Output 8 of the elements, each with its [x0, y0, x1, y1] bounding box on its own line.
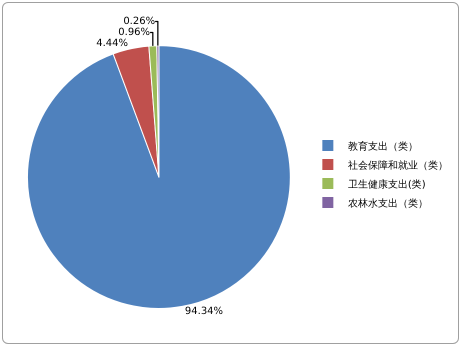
data-label: 0.26%: [123, 16, 156, 27]
data-label: 0.96%: [118, 26, 150, 38]
legend-label: 教育支出（类）: [348, 140, 418, 152]
legend-label: 社会保障和就业（类）: [348, 159, 448, 172]
data-label: 94.34%: [184, 306, 224, 318]
data-label: 4.44%: [96, 38, 128, 49]
legend-label: 农林水支出（类）: [348, 197, 428, 210]
legend-label: 卫生健康支出(类): [348, 178, 426, 190]
